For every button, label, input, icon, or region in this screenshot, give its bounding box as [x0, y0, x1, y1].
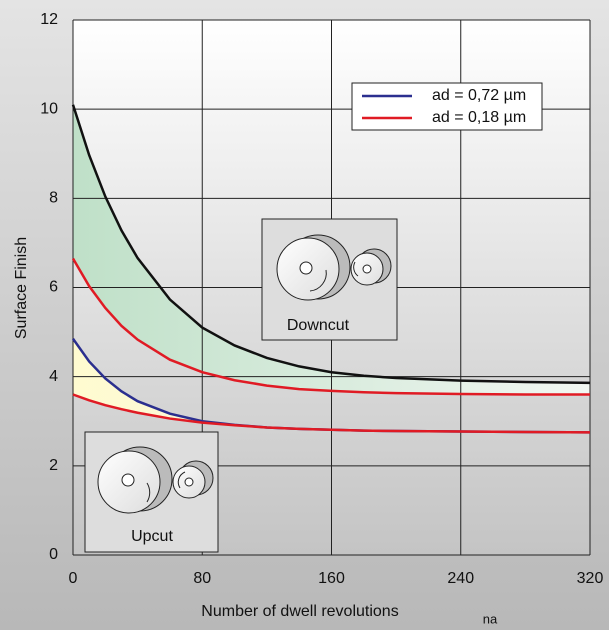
x-axis-label: Number of dwell revolutions: [201, 603, 398, 620]
x-axis-symbol: na: [483, 611, 498, 626]
legend: ad = 0,72 µm ad = 0,18 µm: [351, 82, 543, 131]
series-line: [71, 104, 591, 385]
x-tick-label: 80: [193, 570, 211, 587]
series-line: [72, 393, 591, 434]
legend-label: ad = 0,18 µm: [432, 109, 526, 126]
y-tick-label: 8: [49, 190, 58, 207]
upcut-inset: Upcut: [84, 431, 219, 553]
y-axis-label: Surface Finish: [13, 237, 30, 339]
downcut-inset: Downcut: [261, 218, 398, 341]
y-tick-label: 12: [40, 11, 58, 28]
y-tick-label: 2: [49, 457, 58, 474]
y-tick-label: 4: [49, 368, 58, 385]
x-tick-label: 0: [69, 570, 78, 587]
x-tick-label: 240: [447, 570, 474, 587]
annotation: Upcut: [131, 528, 173, 545]
legend-label: ad = 0,72 µm: [432, 87, 526, 104]
y-tick-label: 6: [49, 279, 58, 296]
y-tick-label: 10: [40, 100, 58, 117]
y-tick-label: 0: [49, 546, 58, 563]
annotation: Downcut: [287, 317, 350, 334]
x-tick-label: 320: [577, 570, 604, 587]
series-line: [71, 257, 590, 396]
x-tick-label: 160: [318, 570, 345, 587]
